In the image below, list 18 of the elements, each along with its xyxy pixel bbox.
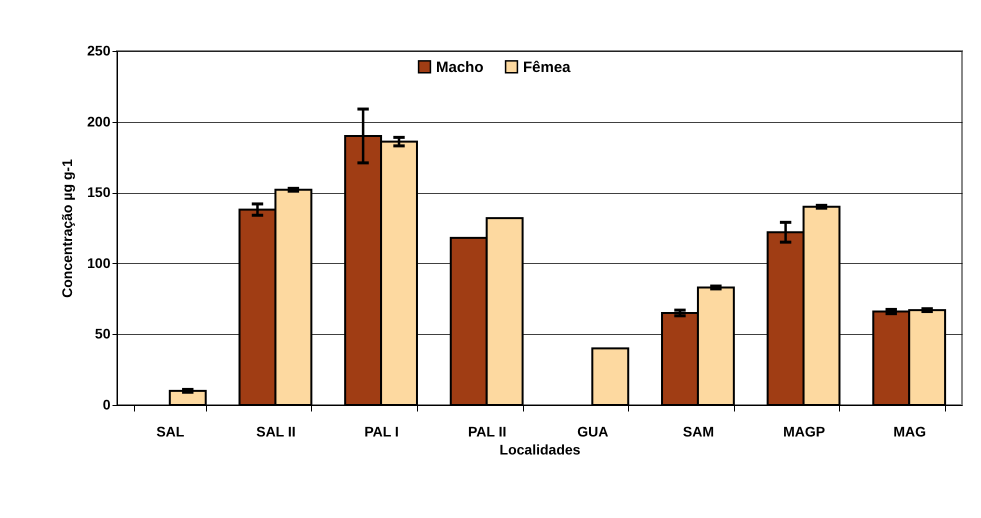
y-tick-label: 50 (94, 326, 111, 342)
x-tick-label: SAM (682, 424, 714, 440)
legend-label: Macho (436, 58, 484, 76)
x-tick-label: MAG (893, 424, 926, 440)
x-tick-label: GUA (577, 424, 608, 440)
x-tick-label: SAL II (256, 424, 296, 440)
y-tick-label: 100 (87, 254, 111, 271)
x-tick-label: SAL (156, 424, 185, 440)
y-tick-label: 0 (102, 396, 111, 412)
y-tick-label: 200 (87, 113, 111, 130)
x-tick-label: MAGP (783, 424, 826, 440)
y-tick-label: 250 (87, 42, 111, 58)
x-tick-label: PAL I (364, 424, 399, 440)
legend-label: Fêmea (523, 58, 572, 76)
y-tick-label: 150 (87, 184, 111, 200)
y-axis-title: Concentração µg g-1 (59, 158, 76, 298)
x-tick-label: PAL II (468, 424, 506, 440)
x-axis-title: Localidades (500, 442, 581, 458)
